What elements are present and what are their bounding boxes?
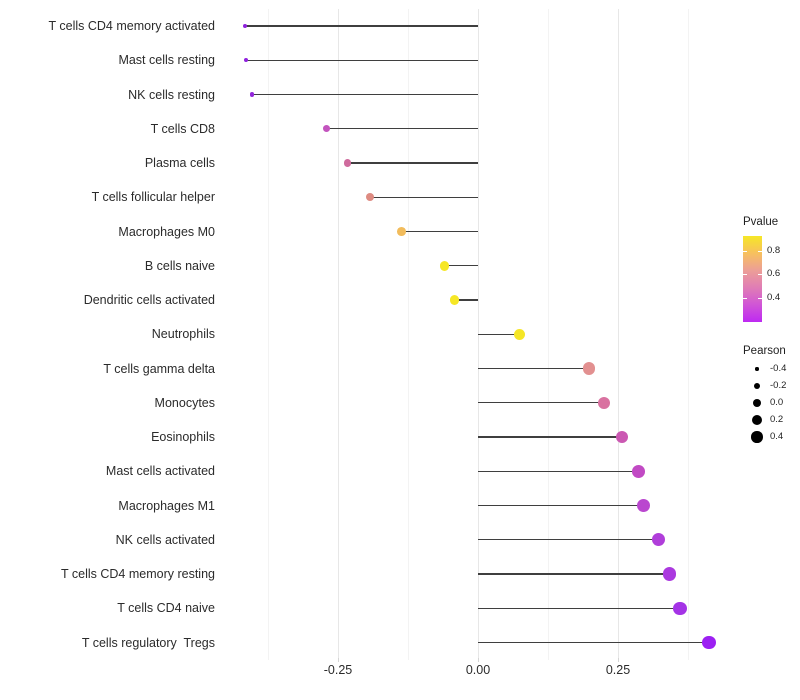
gradient-tick-mark	[743, 298, 747, 299]
lollipop-stem	[478, 402, 604, 404]
category-label: T cells regulatory Tregs	[81, 635, 215, 650]
gridline-minor	[267, 9, 269, 660]
pearson-legend-label: 0.0	[770, 397, 784, 408]
lollipop-stem	[478, 367, 590, 370]
gridline-major	[337, 9, 339, 660]
lollipop-stem	[454, 299, 478, 301]
lollipop-stem	[478, 436, 622, 438]
x-tick-label: 0.25	[605, 663, 631, 677]
lollipop-point	[651, 533, 665, 547]
x-axis-tick	[337, 658, 339, 662]
lollipop-point	[662, 567, 677, 581]
lollipop-point	[702, 635, 717, 650]
lollipop-point	[243, 58, 248, 63]
lollipop-stem	[478, 641, 710, 644]
lollipop-stem	[478, 573, 670, 575]
category-label: T cells CD4 memory activated	[48, 19, 216, 33]
pearson-legend-title: Pearson	[743, 345, 786, 357]
lollipop-point	[636, 499, 650, 512]
category-label: Dendritic cells activated	[83, 293, 215, 307]
lollipop-point	[513, 328, 525, 340]
lollipop-stem	[478, 504, 644, 507]
lollipop-stem	[478, 333, 520, 335]
lollipop-stem	[326, 128, 478, 130]
category-label: Macrophages M0	[118, 224, 215, 239]
category-label: T cells gamma delta	[103, 361, 215, 376]
category-label: B cells naive	[144, 258, 215, 273]
pearson-legend-label: -0.2	[770, 380, 787, 391]
pvalue-tick-label: 0.6	[767, 268, 781, 279]
pearson-legend-dot	[751, 414, 763, 426]
category-label: NK cells activated	[115, 532, 215, 547]
lollipop-point	[631, 464, 645, 478]
lollipop-stem	[401, 230, 478, 233]
pearson-legend-label: 0.4	[770, 431, 784, 442]
lollipop-point	[449, 295, 460, 305]
lollipop-point	[242, 23, 248, 29]
lollipop-stem	[369, 196, 478, 198]
pearson-legend-label: 0.2	[770, 414, 784, 425]
gradient-tick-mark	[743, 274, 747, 275]
category-label: T cells CD8	[150, 121, 215, 136]
pearson-legend-dot	[753, 382, 761, 390]
pearson-legend-dot	[751, 431, 763, 443]
lollipop-stem	[444, 265, 478, 267]
lollipop-stem	[245, 59, 478, 61]
pearson-legend-dot	[755, 367, 759, 371]
lollipop-point	[323, 125, 331, 133]
gradient-tick-mark	[758, 298, 762, 299]
category-label: Mast cells resting	[118, 53, 215, 68]
lollipop-point	[583, 362, 596, 375]
category-label: Eosinophils	[151, 430, 215, 444]
lollipop-stem	[478, 470, 639, 472]
category-label: T cells CD4 naive	[117, 601, 215, 616]
gridline-major	[617, 9, 619, 660]
category-label: T cells follicular helper	[91, 190, 215, 205]
pearson-legend-dot	[752, 398, 762, 408]
category-label: T cells CD4 memory resting	[61, 567, 215, 581]
pvalue-legend-title: Pvalue	[743, 216, 779, 228]
gridline-minor	[687, 9, 689, 660]
x-tick-label: 0.00	[465, 663, 491, 677]
lollipop-point	[597, 396, 611, 409]
x-axis-tick	[617, 658, 619, 662]
lollipop-stem	[251, 93, 478, 96]
lollipop-stem	[347, 162, 478, 164]
lollipop-stem	[478, 539, 659, 541]
lollipop-stem	[478, 607, 681, 609]
category-label: Monocytes	[154, 395, 215, 410]
gradient-tick-mark	[743, 251, 747, 252]
gridline-minor	[547, 9, 549, 660]
pvalue-tick-label: 0.8	[767, 245, 781, 256]
gradient-tick-mark	[758, 251, 762, 252]
gradient-tick-mark	[758, 274, 762, 275]
category-label: Mast cells activated	[105, 464, 215, 479]
pvalue-gradient-bar	[743, 236, 762, 322]
x-tick-label: -0.25	[323, 663, 353, 677]
category-label: Macrophages M1	[118, 498, 215, 513]
lollipop-point	[343, 159, 352, 167]
pearson-legend-label: -0.4	[770, 363, 787, 374]
pvalue-tick-label: 0.4	[767, 292, 781, 303]
lollipop-point	[615, 430, 629, 444]
lollipop-point	[397, 227, 407, 236]
lollipop-point	[365, 193, 374, 202]
gridline-minor	[407, 9, 409, 660]
x-axis-tick	[477, 658, 479, 662]
lollipop-point	[249, 92, 254, 97]
category-label: NK cells resting	[128, 87, 215, 102]
lollipop-stem	[245, 25, 478, 27]
category-label: Plasma cells	[144, 156, 215, 170]
lollipop-point	[673, 601, 687, 615]
lollipop-point	[439, 260, 450, 271]
category-label: Neutrophils	[151, 327, 215, 342]
